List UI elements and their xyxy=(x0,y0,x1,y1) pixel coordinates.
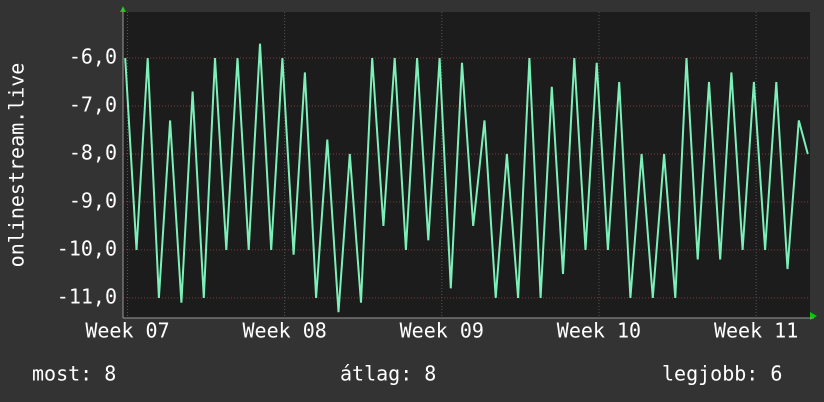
y-tick-label: -9,0 xyxy=(69,188,117,212)
x-tick-label: Week 08 xyxy=(242,319,326,343)
legend-item: most: 8 xyxy=(32,362,116,386)
data-line xyxy=(124,43,809,313)
y-tick-label: -10,0 xyxy=(57,236,117,260)
y-tick-label: -7,0 xyxy=(69,93,117,117)
y-tick-label: -8,0 xyxy=(69,140,117,164)
x-tick-label: Week 11 xyxy=(714,319,798,343)
x-tick-label: Week 07 xyxy=(85,319,169,343)
y-tick-label: -6,0 xyxy=(69,45,117,69)
x-tick-label: Week 09 xyxy=(400,319,484,343)
y-tick-label: -11,0 xyxy=(57,284,117,308)
y-axis-label: onlinestream.live xyxy=(5,63,29,268)
plot-area xyxy=(123,12,810,318)
legend-item: legjobb: 6 xyxy=(662,362,782,386)
legend-item: átlag: 8 xyxy=(340,362,436,386)
x-tick-label: Week 10 xyxy=(557,319,641,343)
